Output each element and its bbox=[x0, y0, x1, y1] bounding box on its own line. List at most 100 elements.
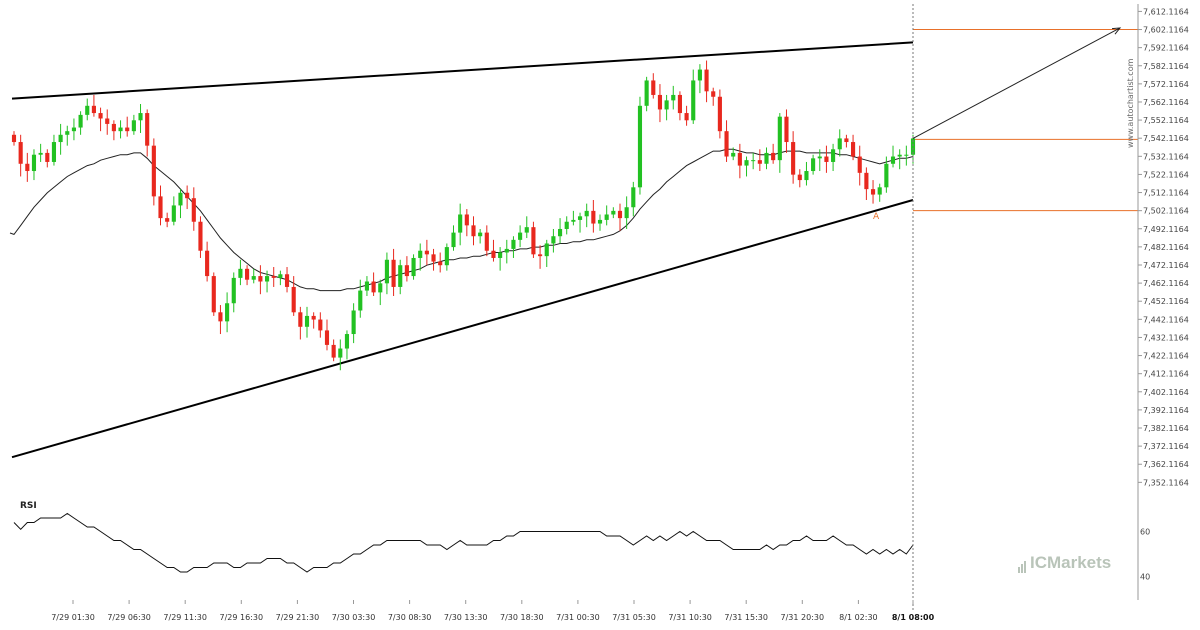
candle-body bbox=[831, 149, 836, 162]
x-tick-label: 7/30 18:30 bbox=[500, 613, 544, 622]
x-tick-label: 8/1 02:30 bbox=[839, 613, 877, 622]
y-tick-label: 7,502.1164 bbox=[1143, 207, 1189, 216]
candle-body bbox=[25, 163, 30, 172]
candle-body bbox=[278, 274, 283, 278]
candle-body bbox=[351, 310, 356, 335]
candle-body bbox=[258, 276, 263, 282]
candle-body bbox=[624, 207, 629, 219]
candle-body bbox=[431, 254, 436, 262]
candle-body bbox=[857, 156, 862, 173]
candle-body bbox=[418, 250, 423, 258]
candle-body bbox=[731, 152, 736, 157]
candle-body bbox=[145, 113, 150, 146]
candle-body bbox=[744, 160, 749, 166]
candle-body bbox=[571, 219, 576, 222]
candle-body bbox=[651, 80, 656, 95]
candle-body bbox=[158, 196, 163, 219]
x-tick-label: 7/31 10:30 bbox=[668, 613, 712, 622]
y-tick-label: 7,532.1164 bbox=[1143, 152, 1189, 161]
y-tick-label: 7,402.1164 bbox=[1143, 388, 1189, 397]
candle-body bbox=[724, 131, 729, 157]
candle-body bbox=[404, 265, 409, 277]
candle-body bbox=[811, 158, 816, 172]
candle-body bbox=[264, 276, 270, 282]
candle-body bbox=[58, 134, 63, 143]
candle-body bbox=[484, 232, 489, 251]
candle-body bbox=[677, 94, 682, 114]
candle-body bbox=[111, 123, 116, 132]
point-a-label: A bbox=[873, 212, 880, 222]
candle-body bbox=[877, 187, 882, 195]
rsi-panel bbox=[13, 512, 914, 573]
y-tick-label: 7,452.1164 bbox=[1143, 297, 1189, 306]
x-tick-label: 7/30 13:30 bbox=[444, 613, 488, 622]
candle-body bbox=[245, 268, 250, 280]
y-tick-label: 7,372.1164 bbox=[1143, 442, 1189, 451]
candle-body bbox=[398, 265, 403, 287]
candle-body bbox=[218, 312, 223, 322]
candle-body bbox=[364, 281, 370, 291]
candle-body bbox=[764, 152, 769, 164]
candle-body bbox=[837, 138, 842, 150]
candle-body bbox=[604, 214, 609, 220]
candle-body bbox=[817, 156, 822, 159]
candle-body bbox=[478, 232, 483, 237]
candle-body bbox=[71, 127, 76, 132]
candle-body bbox=[91, 105, 96, 114]
candle-body bbox=[784, 116, 789, 143]
axes: 7,612.1164 7,602.1164 7,592.1164 7,582.1164… bbox=[51, 4, 1189, 622]
candle-body bbox=[791, 142, 796, 175]
candle-body bbox=[205, 250, 210, 277]
candle-body bbox=[198, 221, 203, 251]
target-arrow bbox=[912, 27, 1121, 139]
candle-body bbox=[584, 210, 589, 217]
candle-body bbox=[691, 80, 696, 121]
candle-body bbox=[185, 192, 190, 199]
y-tick-label: 7,522.1164 bbox=[1143, 170, 1189, 179]
candle-body bbox=[51, 142, 57, 162]
y-tick-label: 7,432.1164 bbox=[1143, 333, 1189, 342]
x-tick-label: 7/31 00:30 bbox=[556, 613, 600, 622]
candle-body bbox=[298, 312, 303, 327]
candle-body bbox=[45, 152, 50, 162]
candle-body bbox=[631, 187, 636, 208]
target-arrowhead bbox=[1111, 27, 1122, 35]
candle-body bbox=[338, 348, 343, 358]
candle-body bbox=[771, 152, 776, 161]
candle-body bbox=[38, 152, 43, 155]
y-tick-label: 7,392.1164 bbox=[1143, 406, 1189, 415]
candle-body bbox=[444, 247, 449, 266]
candle-body bbox=[105, 118, 110, 124]
candle-body bbox=[524, 227, 529, 233]
y-tick-label: 7,542.1164 bbox=[1143, 134, 1189, 143]
candle-body bbox=[11, 134, 17, 143]
candle-body bbox=[518, 232, 523, 240]
candle-body bbox=[318, 319, 323, 331]
candle-body bbox=[291, 286, 296, 313]
candle-body bbox=[458, 214, 463, 233]
candle-body bbox=[371, 281, 376, 293]
candle-body bbox=[78, 114, 83, 128]
candle-body bbox=[697, 69, 702, 81]
candle-body bbox=[98, 113, 103, 119]
candle-body bbox=[131, 120, 136, 132]
y-tick-label: 7,612.1164 bbox=[1143, 7, 1189, 16]
lower-trendline bbox=[11, 199, 914, 459]
candle-body bbox=[664, 100, 669, 110]
watermark: www.autochartist.com bbox=[1126, 58, 1135, 148]
y-tick-label: 7,592.1164 bbox=[1143, 44, 1189, 53]
y-tick-label: 7,482.1164 bbox=[1143, 243, 1189, 252]
candle-body bbox=[884, 163, 889, 188]
candle-body bbox=[251, 276, 256, 280]
candle-body bbox=[211, 276, 216, 313]
candle-body bbox=[684, 113, 689, 121]
y-tick-label: 7,472.1164 bbox=[1143, 261, 1189, 270]
candle-body bbox=[844, 138, 849, 143]
candle-body bbox=[284, 274, 290, 287]
candle-body bbox=[711, 91, 716, 97]
y-tick-label: 7,492.1164 bbox=[1143, 225, 1189, 234]
candle-body bbox=[544, 243, 549, 257]
y-tick-label: 7,462.1164 bbox=[1143, 279, 1189, 288]
candle-body bbox=[138, 113, 143, 121]
y-tick-label: 7,552.1164 bbox=[1143, 116, 1189, 125]
